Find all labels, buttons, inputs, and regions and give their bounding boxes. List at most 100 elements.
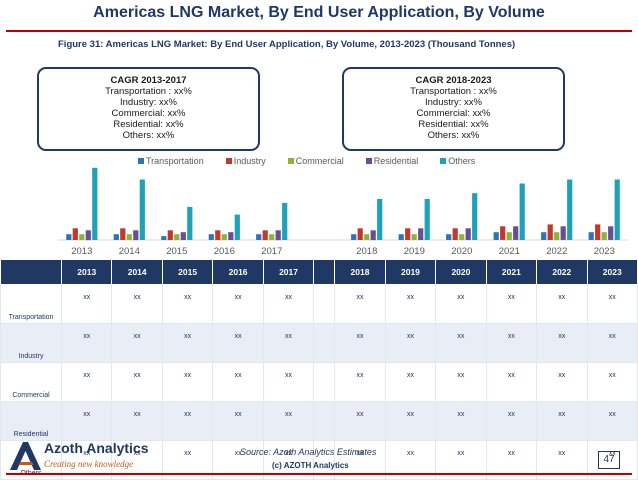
table-cell: xx <box>60 284 113 324</box>
bar-others-2018 <box>377 199 383 240</box>
table-year-header: 2023 <box>586 259 638 285</box>
bar-chart: 2013 2014 2015 2016 2017 2018 2019 2020 2021 2022… <box>58 167 628 257</box>
cagr-line: Industry: xx% <box>424 97 483 108</box>
table-row: Residential xx xx xx xx xx xx xx xx xx xx xx <box>0 401 638 441</box>
table-cell: xx <box>334 284 386 324</box>
table-year-header: 2021 <box>485 259 538 285</box>
bar-commercial-2021 <box>506 232 512 240</box>
cagr-title: CAGR 2018-2023 <box>415 75 492 86</box>
bar-transportation-2013 <box>66 234 72 240</box>
cagr-line: Others: xx% <box>122 130 175 141</box>
company-logo: Azoth Analytics Creating new knowledge <box>8 440 178 474</box>
bar-commercial-2023 <box>601 232 607 240</box>
table-cell: xx <box>111 323 163 363</box>
table-year-header: 2022 <box>536 259 588 285</box>
x-tick-label: 2021 <box>499 246 520 257</box>
bar-industry-2018 <box>357 228 363 240</box>
bottom-divider <box>6 473 632 475</box>
legend-item-commercial: Commercial <box>287 156 344 166</box>
page-number: 47 <box>598 451 620 469</box>
bar-residential-2020 <box>465 228 471 240</box>
legend-item-residential: Residential <box>365 156 419 166</box>
bar-residential-2014 <box>133 230 139 241</box>
bar-others-2015 <box>187 206 193 240</box>
legend-label: Residential <box>373 156 419 166</box>
table-year-header: 2019 <box>384 259 437 285</box>
table-year-header: 2018 <box>334 259 386 285</box>
table-cell: xx <box>262 362 315 402</box>
table-row: Commercial xx xx xx xx xx xx xx xx xx xx xx <box>0 362 638 402</box>
source-note: Source: Azoth Analytics Estimates <box>240 447 377 457</box>
table-cell: xx <box>586 362 638 402</box>
table-cell: xx <box>334 401 386 441</box>
table-cell: xx <box>161 401 214 441</box>
bar-industry-2020 <box>452 228 458 240</box>
bar-transportation-2023 <box>588 232 594 240</box>
copyright-note: (c) AZOTH Analytics <box>272 461 349 470</box>
bar-transportation-2022 <box>541 232 547 240</box>
table-cell: xx <box>262 284 315 324</box>
legend-label: Industry <box>233 156 266 166</box>
bar-residential-2023 <box>608 226 614 240</box>
table-cell: xx <box>212 401 264 441</box>
table-cell: xx <box>161 323 214 363</box>
legend-item-others: Others <box>440 156 475 166</box>
table-cell: xx <box>485 362 538 402</box>
bar-industry-2015 <box>167 230 173 241</box>
table-cell: xx <box>60 362 113 402</box>
cagr-line: Residential: xx% <box>113 119 184 130</box>
table-cell: xx <box>435 323 487 363</box>
bar-residential-2019 <box>418 228 424 240</box>
legend-label: Others <box>448 156 476 166</box>
table-cell: xx <box>384 323 437 363</box>
bar-others-2023 <box>614 179 620 240</box>
table-cell: xx <box>586 284 638 324</box>
table-row-label: Commercial <box>0 362 62 402</box>
bar-industry-2016 <box>215 230 221 241</box>
table-cell: xx <box>536 362 588 402</box>
bar-residential-2018 <box>370 230 376 241</box>
cagr-title: CAGR 2013-2017 <box>110 75 187 86</box>
bar-commercial-2014 <box>126 234 132 240</box>
figure-caption: Figure 31: Americas LNG Market: By End U… <box>58 39 516 50</box>
table-cell: xx <box>485 323 538 363</box>
table-cell: xx <box>334 362 386 402</box>
legend-item-industry: Industry <box>225 156 266 166</box>
table-year-header: 2020 <box>435 259 487 285</box>
bar-industry-2013 <box>72 228 78 240</box>
bar-commercial-2020 <box>459 234 465 240</box>
x-tick-label: 2020 <box>451 246 472 257</box>
bar-others-2014 <box>139 179 145 240</box>
bar-transportation-2017 <box>256 234 262 240</box>
bar-others-2017 <box>282 203 288 240</box>
x-tick-label: 2022 <box>546 246 567 257</box>
bar-industry-2022 <box>547 224 553 240</box>
bar-others-2020 <box>472 193 478 240</box>
x-tick-label: 2015 <box>166 246 187 257</box>
cagr-line: Commercial: xx% <box>111 108 186 119</box>
legend-label: Commercial <box>295 156 344 166</box>
bar-residential-2013 <box>85 230 91 241</box>
bar-transportation-2016 <box>208 234 214 240</box>
bar-others-2022 <box>567 179 573 240</box>
bar-commercial-2022 <box>554 232 560 240</box>
table-cell: xx <box>334 323 386 363</box>
bar-industry-2023 <box>595 224 601 240</box>
cagr-line: Transportation : xx% <box>410 86 497 97</box>
bar-others-2019 <box>424 199 430 240</box>
bar-transportation-2014 <box>113 234 119 240</box>
legend-swatch <box>440 158 447 164</box>
table-year-header <box>313 259 336 285</box>
table-cell: xx <box>485 401 538 441</box>
table-cell: xx <box>435 401 487 441</box>
table-year-header: 2015 <box>161 259 214 285</box>
x-tick-label: 2014 <box>119 246 140 257</box>
bar-commercial-2013 <box>79 234 85 240</box>
table-cell: xx <box>536 401 588 441</box>
table-cell <box>313 401 336 441</box>
table-cell: xx <box>161 362 214 402</box>
legend-swatch <box>287 158 294 164</box>
table-row: Transportation xx xx xx xx xx xx xx xx xx xx xx <box>0 284 638 324</box>
x-tick-label: 2016 <box>214 246 235 257</box>
table-year-header: 2013 <box>60 259 113 285</box>
